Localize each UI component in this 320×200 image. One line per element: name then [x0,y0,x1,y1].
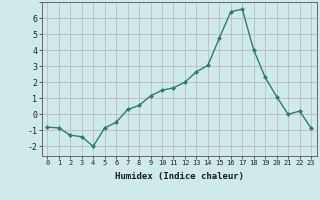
X-axis label: Humidex (Indice chaleur): Humidex (Indice chaleur) [115,172,244,181]
